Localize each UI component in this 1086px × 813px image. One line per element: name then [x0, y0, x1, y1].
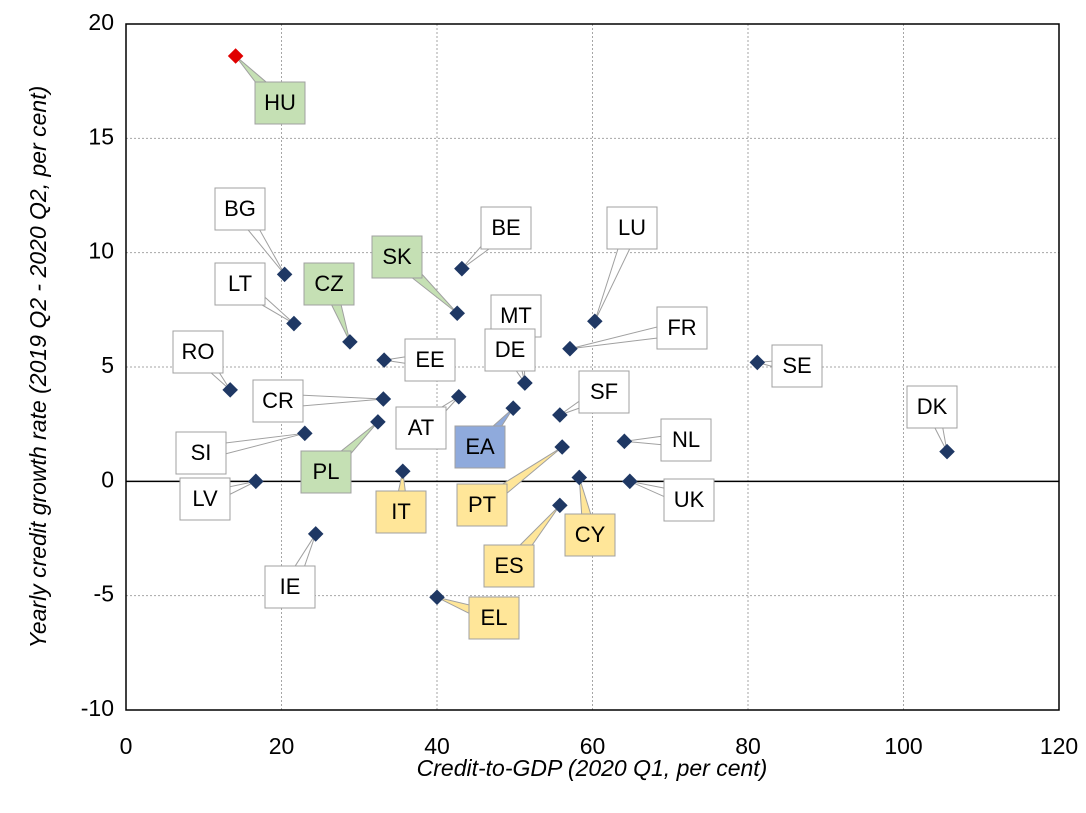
x-tick-label: 20: [269, 733, 295, 759]
point: [276, 266, 293, 283]
point: [571, 469, 588, 486]
point-label: PT: [468, 492, 496, 517]
label-box: [371, 235, 423, 279]
point-label: SK: [382, 244, 412, 269]
point-label: LV: [192, 486, 218, 511]
label-box: [906, 385, 958, 429]
label-box: [252, 379, 304, 423]
point-label: SE: [782, 353, 811, 378]
x-tick-label: 60: [580, 733, 606, 759]
label-box: [375, 490, 427, 534]
label-box: [656, 306, 708, 350]
label-box: [663, 478, 715, 522]
point: [554, 439, 570, 455]
point-label: UK: [674, 487, 705, 512]
point-label: IT: [391, 499, 411, 524]
point-label: BG: [224, 196, 256, 221]
point-label: LT: [228, 271, 252, 296]
point-label: FR: [667, 315, 696, 340]
point: [395, 463, 411, 480]
label-box: [395, 406, 447, 450]
label-box: [214, 262, 266, 306]
point: [616, 433, 633, 450]
point: [562, 340, 578, 357]
point: [297, 425, 313, 442]
label-box: [480, 206, 532, 250]
point-label: CZ: [314, 271, 343, 296]
label-boxes: HU BG LT CZ RO EE CR SI PL LV IE IT AT SK BE EL MT DE EA PT…: [172, 81, 958, 640]
point-label: HU: [264, 90, 296, 115]
point-label: RO: [182, 339, 215, 364]
point: [375, 391, 392, 407]
label-box: [660, 418, 712, 462]
label-box: [303, 262, 355, 306]
plot-frame: [125, 23, 1060, 711]
point: [939, 443, 955, 460]
label-box: [300, 450, 352, 494]
y-tick-label: 10: [88, 238, 114, 264]
y-tick-label: 20: [88, 9, 114, 35]
point-label: ES: [494, 553, 523, 578]
point-label: DE: [495, 337, 526, 362]
x-tick-label: 80: [735, 733, 761, 759]
point: [222, 382, 238, 398]
label-box: [606, 206, 658, 250]
point: [429, 589, 445, 606]
point-label: CY: [575, 522, 606, 547]
point-label: AT: [408, 415, 434, 440]
label-box: [456, 483, 508, 527]
x-tick-label: 100: [884, 733, 922, 759]
grid: [125, 23, 1060, 711]
label-box: [483, 544, 535, 588]
y-tick-label: 0: [101, 466, 114, 492]
point: [227, 48, 244, 64]
y-tick-label: -10: [81, 695, 114, 721]
point-label: PL: [313, 459, 340, 484]
point: [587, 313, 603, 330]
y-tick-label: 15: [88, 123, 114, 149]
x-tick-label: 0: [120, 733, 133, 759]
y-tick-label: -5: [94, 581, 114, 607]
point-label: DK: [917, 394, 948, 419]
point-label: MT: [500, 303, 532, 328]
point: [749, 354, 766, 371]
label-box: [172, 330, 224, 374]
label-box: [214, 187, 266, 231]
x-tick-label: 120: [1040, 733, 1078, 759]
label-box: [179, 477, 231, 521]
point: [517, 375, 533, 391]
label-box: [254, 81, 306, 125]
label-box: [578, 370, 630, 414]
label-box: [484, 328, 536, 372]
point-label: SI: [191, 440, 212, 465]
point-label: IE: [280, 574, 301, 599]
point-label: EL: [481, 605, 508, 630]
label-box: [771, 344, 823, 388]
point: [307, 526, 324, 542]
point-label: LU: [618, 215, 646, 240]
x-tick-label: 40: [424, 733, 450, 759]
point-label: CR: [262, 388, 294, 413]
y-tick-label: 5: [101, 352, 114, 378]
point-label: NL: [672, 427, 700, 452]
point-label: BE: [491, 215, 520, 240]
x-axis-title: Credit-to-GDP (2020 Q1, per cent): [417, 755, 768, 781]
label-box: [454, 425, 506, 469]
point: [342, 334, 358, 350]
point-label: EE: [415, 347, 444, 372]
label-box: [404, 338, 456, 382]
point: [376, 352, 392, 368]
label-box: [468, 596, 520, 640]
point: [248, 473, 264, 490]
label-box: [564, 513, 616, 557]
y-axis-title: Yearly credit growth rate (2019 Q2 - 202…: [25, 86, 51, 649]
label-box: [264, 565, 316, 609]
point-label: EA: [465, 434, 495, 459]
point-label: SF: [590, 379, 618, 404]
label-box: [175, 431, 227, 475]
point: [622, 473, 638, 490]
point: [552, 407, 568, 423]
